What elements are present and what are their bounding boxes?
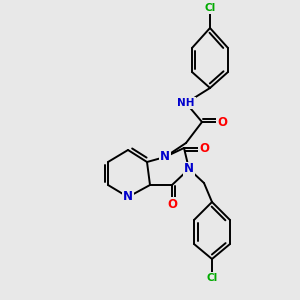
Text: Cl: Cl <box>204 3 216 13</box>
Text: Cl: Cl <box>206 273 218 283</box>
Text: N: N <box>123 190 133 203</box>
Text: NH: NH <box>177 98 195 108</box>
Text: N: N <box>184 163 194 176</box>
Text: O: O <box>217 116 227 128</box>
Text: N: N <box>160 151 170 164</box>
Text: O: O <box>199 142 209 154</box>
Text: O: O <box>167 197 177 211</box>
